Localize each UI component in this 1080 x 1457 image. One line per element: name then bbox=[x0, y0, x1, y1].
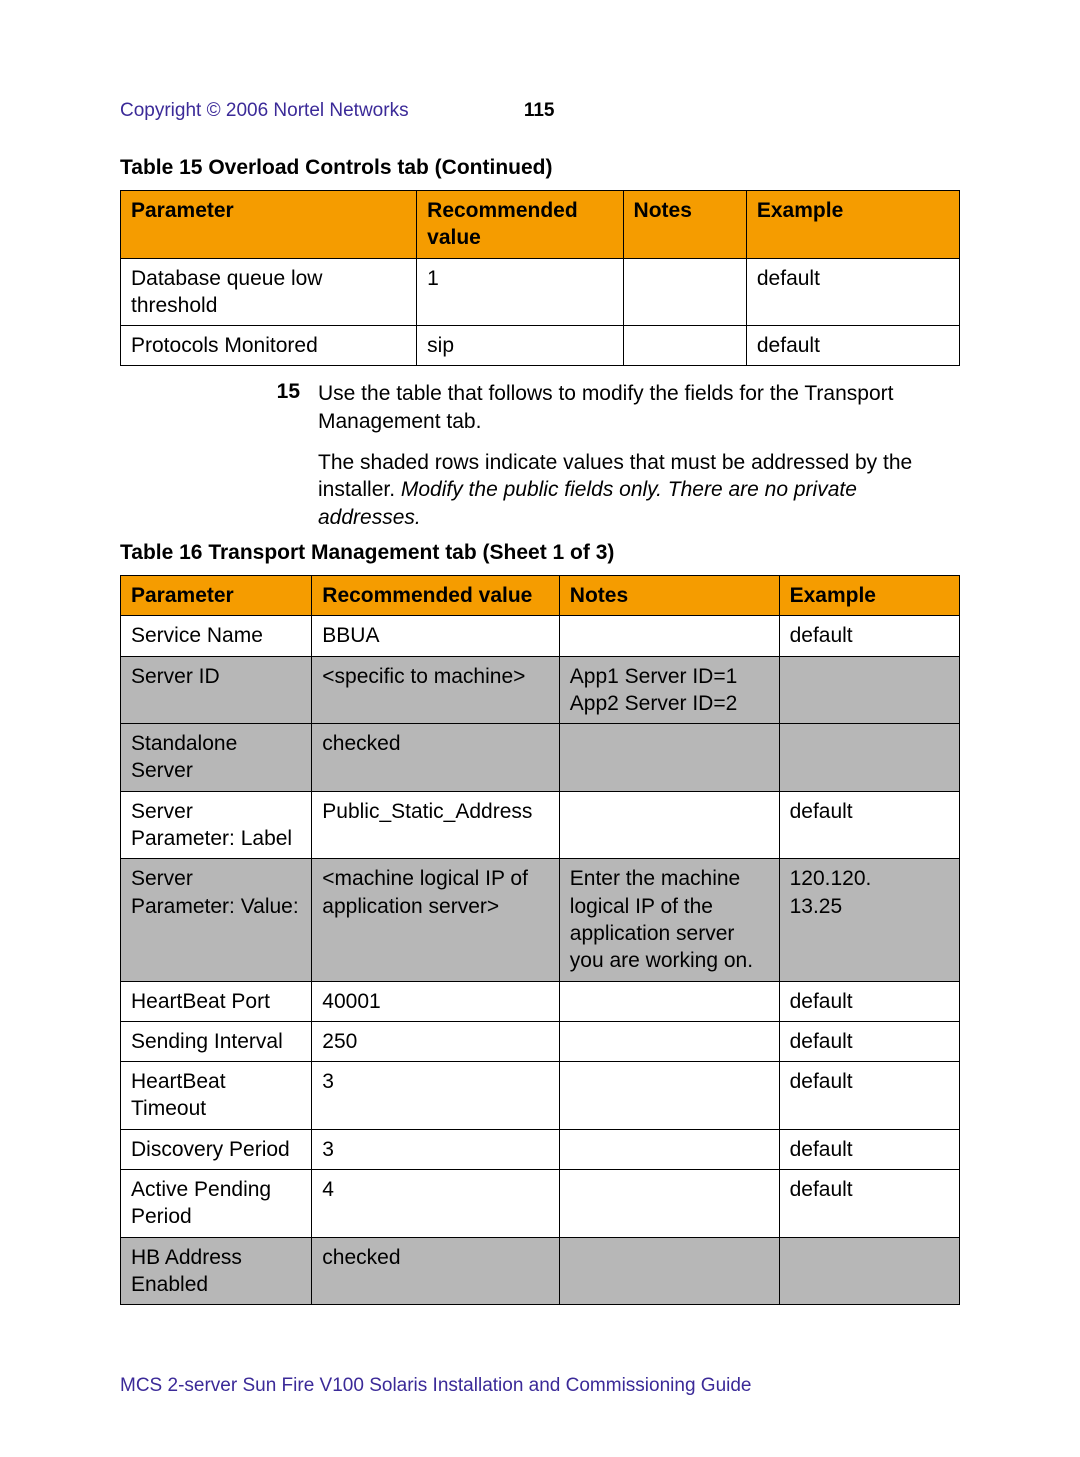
table-row: Protocols Monitoredsip default bbox=[121, 326, 960, 366]
table-cell: Service Name bbox=[121, 616, 312, 656]
table-row: Server Parameter: Value:<machine logical… bbox=[121, 859, 960, 981]
table-cell: default bbox=[779, 1129, 959, 1169]
table-cell: HB Address Enabled bbox=[121, 1237, 312, 1305]
table-cell: sip bbox=[417, 326, 623, 366]
table-cell: Database queue low threshold bbox=[121, 258, 417, 326]
table-cell: checked bbox=[312, 1237, 560, 1305]
table-cell: Server Parameter: Value: bbox=[121, 859, 312, 981]
step-paragraph: The shaded rows indicate values that mus… bbox=[318, 449, 960, 531]
table-row: HB Address Enabledchecked bbox=[121, 1237, 960, 1305]
table-row: HeartBeat Port40001 default bbox=[121, 981, 960, 1021]
table-cell bbox=[559, 791, 779, 859]
table-cell: 1 bbox=[417, 258, 623, 326]
table-cell: Standalone Server bbox=[121, 724, 312, 792]
table15-caption: Table 15 Overload Controls tab (Continue… bbox=[120, 156, 960, 180]
table-cell: default bbox=[746, 326, 959, 366]
table-row: Discovery Period3 default bbox=[121, 1129, 960, 1169]
table-row: HeartBeat Timeout3 default bbox=[121, 1062, 960, 1130]
table-cell: 4 bbox=[312, 1170, 560, 1238]
column-header: Parameter bbox=[121, 191, 417, 259]
table-cell bbox=[559, 981, 779, 1021]
column-header: Parameter bbox=[121, 575, 312, 615]
table-cell: 250 bbox=[312, 1021, 560, 1061]
table-cell bbox=[559, 724, 779, 792]
table-cell: default bbox=[779, 1062, 959, 1130]
table-cell bbox=[559, 1062, 779, 1130]
table-row: Standalone Serverchecked bbox=[121, 724, 960, 792]
table-row: Active Pending Period4 default bbox=[121, 1170, 960, 1238]
column-header: Recommended value bbox=[417, 191, 623, 259]
column-header: Example bbox=[746, 191, 959, 259]
page-number: 115 bbox=[524, 100, 555, 121]
column-header: Notes bbox=[559, 575, 779, 615]
table-cell: Discovery Period bbox=[121, 1129, 312, 1169]
table15: ParameterRecommended valueNotesExampleDa… bbox=[120, 190, 960, 366]
table-cell: default bbox=[779, 981, 959, 1021]
table-cell: 40001 bbox=[312, 981, 560, 1021]
table-cell bbox=[779, 656, 959, 724]
table-row: Server ID<specific to machine>App1 Serve… bbox=[121, 656, 960, 724]
table-cell: BBUA bbox=[312, 616, 560, 656]
table-cell: default bbox=[746, 258, 959, 326]
table-cell: Public_Static_Address bbox=[312, 791, 560, 859]
table-cell: Enter the machine logical IP of the appl… bbox=[559, 859, 779, 981]
table-cell: 3 bbox=[312, 1062, 560, 1130]
table16-caption: Table 16 Transport Management tab (Sheet… bbox=[120, 541, 960, 565]
table-cell: App1 Server ID=1App2 Server ID=2 bbox=[559, 656, 779, 724]
step-block: 15 Use the table that follows to modify … bbox=[120, 380, 960, 530]
table-row: Server Parameter: LabelPublic_Static_Add… bbox=[121, 791, 960, 859]
document-page: Copyright © 2006 Nortel Networks 115 Tab… bbox=[0, 0, 1080, 1457]
table-cell: Server ID bbox=[121, 656, 312, 724]
table-cell bbox=[779, 724, 959, 792]
table-cell: Protocols Monitored bbox=[121, 326, 417, 366]
table-cell: 3 bbox=[312, 1129, 560, 1169]
step-text: Use the table that follows to modify the… bbox=[318, 380, 960, 435]
footer-text: MCS 2-server Sun Fire V100 Solaris Insta… bbox=[120, 1375, 960, 1397]
table-row: Sending Interval250 default bbox=[121, 1021, 960, 1061]
table-cell: <machine logical IP of application serve… bbox=[312, 859, 560, 981]
table-cell bbox=[559, 1129, 779, 1169]
table-cell: <specific to machine> bbox=[312, 656, 560, 724]
column-header: Recommended value bbox=[312, 575, 560, 615]
step-number: 15 bbox=[250, 380, 300, 404]
table16: ParameterRecommended valueNotesExampleSe… bbox=[120, 575, 960, 1305]
table-cell: Sending Interval bbox=[121, 1021, 312, 1061]
table-cell: default bbox=[779, 1021, 959, 1061]
table-cell bbox=[779, 1237, 959, 1305]
table-cell: checked bbox=[312, 724, 560, 792]
table-cell: Active Pending Period bbox=[121, 1170, 312, 1238]
table-cell bbox=[623, 258, 746, 326]
table-cell bbox=[623, 326, 746, 366]
table-cell bbox=[559, 1237, 779, 1305]
table-row: Service NameBBUA default bbox=[121, 616, 960, 656]
table-cell: HeartBeat Timeout bbox=[121, 1062, 312, 1130]
table-cell: default bbox=[779, 1170, 959, 1238]
table-cell: 120.120.13.25 bbox=[779, 859, 959, 981]
table-cell: Server Parameter: Label bbox=[121, 791, 312, 859]
copyright-text: Copyright © 2006 Nortel Networks bbox=[120, 100, 409, 121]
table-cell bbox=[559, 1170, 779, 1238]
table-cell: default bbox=[779, 616, 959, 656]
table-row: Database queue low threshold1 default bbox=[121, 258, 960, 326]
table-cell bbox=[559, 616, 779, 656]
column-header: Example bbox=[779, 575, 959, 615]
table-cell: HeartBeat Port bbox=[121, 981, 312, 1021]
page-header: Copyright © 2006 Nortel Networks 115 bbox=[120, 100, 960, 122]
table-cell bbox=[559, 1021, 779, 1061]
table-cell: default bbox=[779, 791, 959, 859]
column-header: Notes bbox=[623, 191, 746, 259]
